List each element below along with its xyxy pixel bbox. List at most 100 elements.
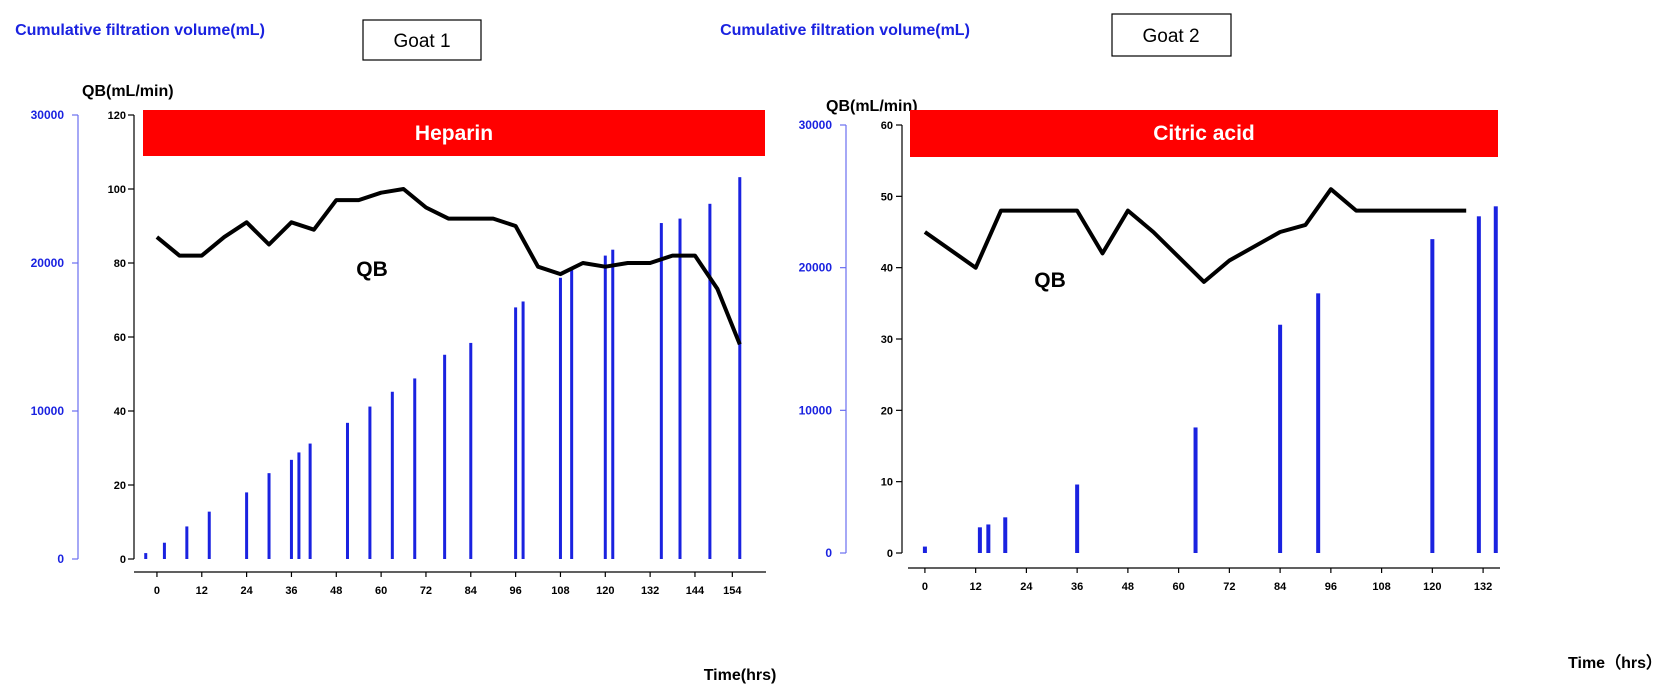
qb-line — [155, 187, 742, 346]
goat-2-title-box: Goat 2 — [1111, 13, 1232, 57]
right-axis-tick-label: 60 — [881, 120, 893, 132]
x-axis-tick-label: 72 — [420, 585, 432, 597]
filtration-bar — [521, 301, 525, 559]
right-axis-tick-label: 80 — [114, 258, 126, 270]
chart-title: Goat 2 — [1142, 26, 1199, 47]
filtration-bar — [570, 268, 574, 559]
filtration-bar — [977, 527, 982, 553]
left-axis-tick-label: 30000 — [31, 108, 65, 122]
filtration-bar — [390, 391, 394, 559]
filtration-bar — [1476, 216, 1481, 553]
right-axis-tick-label: 40 — [114, 406, 126, 418]
right-axis-tick-label: 60 — [114, 332, 126, 344]
left-axis-tick-label: 20000 — [31, 256, 65, 270]
x-axis-tick-label: 0 — [154, 585, 160, 597]
banner-label: Heparin — [415, 122, 493, 145]
x-axis-tick-label: 24 — [1020, 581, 1033, 593]
x-axis-tick-label: 120 — [1423, 581, 1441, 593]
filtration-bars — [922, 206, 1498, 553]
x-axis-tick-label: 120 — [596, 585, 614, 597]
x-axis-tick-label: 84 — [1274, 581, 1287, 593]
banner-label: Citric acid — [1153, 122, 1255, 145]
x-axis-tick-label: 108 — [551, 585, 569, 597]
right-axis-tick-label: 10 — [881, 477, 893, 489]
x-axis-title: Time(hrs) — [704, 667, 777, 684]
filtration-bar — [185, 526, 189, 559]
chart-title: Goat 1 — [393, 31, 450, 52]
filtration-bar — [1193, 427, 1198, 553]
right-axis-ticks: 0 20 40 60 80 100 120 — [108, 110, 134, 566]
x-axis-tick-label: 72 — [1223, 581, 1235, 593]
left-axis-tick-label: 10000 — [799, 403, 833, 417]
filtration-bar — [267, 473, 271, 559]
x-axis-tick-label: 36 — [285, 585, 297, 597]
x-axis-tick-label: 96 — [1325, 581, 1337, 593]
x-axis-title: Time（hrs） — [1568, 654, 1662, 672]
right-axis-tick-label: 50 — [881, 191, 893, 203]
right-axis-tick-label: 30 — [881, 334, 893, 346]
right-axis-title: QB(mL/min) — [826, 98, 918, 115]
treatment-banner: Citric acid — [910, 110, 1498, 157]
filtration-bar — [368, 406, 372, 559]
left-axis-tick-label: 0 — [825, 546, 832, 560]
x-axis-tick-label: 60 — [1173, 581, 1185, 593]
filtration-bar — [1430, 239, 1435, 553]
x-axis-tick-label: 48 — [1122, 581, 1134, 593]
x-axis-tick-label: 48 — [330, 585, 342, 597]
qb-series-label: QB — [1034, 269, 1066, 292]
filtration-bar — [1003, 517, 1008, 553]
filtration-bar — [443, 354, 447, 559]
x-axis-tick-label: 132 — [641, 585, 659, 597]
x-axis-tick-label: 132 — [1474, 581, 1492, 593]
filtration-bar — [1493, 206, 1498, 553]
x-axis-tick-label: 24 — [240, 585, 253, 597]
filtration-bar — [1075, 484, 1080, 553]
filtration-bar — [1316, 293, 1321, 553]
right-axis-tick-label: 20 — [881, 405, 893, 417]
right-axis-tick-label: 0 — [120, 554, 126, 566]
x-axis-tick-label: 108 — [1372, 581, 1390, 593]
filtration-bar — [514, 307, 518, 559]
filtration-bar — [162, 542, 166, 559]
right-axis-tick-label: 100 — [108, 184, 126, 196]
filtration-bar — [611, 249, 615, 559]
qb-line — [923, 187, 1467, 284]
x-axis-tick-label: 96 — [509, 585, 521, 597]
filtration-bar — [659, 223, 663, 560]
right-axis-tick-label: 0 — [887, 548, 893, 560]
x-axis-ticks: 0 12 24 36 48 60 72 84 96 108 120 132 — [922, 568, 1492, 593]
x-axis-tick-label: 12 — [970, 581, 982, 593]
filtration-bar — [986, 524, 991, 553]
filtration-bars — [144, 177, 742, 560]
filtration-bar — [297, 452, 301, 559]
chart-goat-2: Cumulative filtration volume(mL) Goat 2 … — [720, 13, 1662, 672]
x-axis-tick-label: 0 — [922, 581, 928, 593]
right-axis-ticks: 0 10 20 30 40 50 60 — [881, 120, 902, 560]
filtration-bar — [413, 378, 417, 559]
filtration-bar — [207, 511, 211, 559]
x-axis-tick-label: 36 — [1071, 581, 1083, 593]
left-axis-tick-label: 30000 — [799, 118, 833, 132]
right-axis-tick-label: 20 — [114, 480, 126, 492]
filtration-bar — [289, 459, 293, 559]
x-axis-tick-label: 154 — [723, 585, 742, 597]
treatment-banner: Heparin — [143, 110, 765, 156]
x-axis-ticks: 0 12 24 36 48 60 72 84 96 108 120 132 144 154 — [154, 572, 742, 597]
filtration-bar — [245, 492, 249, 559]
right-axis-tick-label: 120 — [108, 110, 126, 122]
x-axis-tick-label: 84 — [465, 585, 478, 597]
left-axis-ticks: 0 10000 20000 30000 — [799, 118, 846, 560]
filtration-bar — [558, 277, 562, 559]
x-axis-tick-label: 144 — [686, 585, 705, 597]
left-axis-title-line-1: Cumulative filtration volume(mL) — [15, 22, 265, 39]
left-axis-ticks: 0 10000 20000 30000 — [31, 108, 78, 566]
left-axis-tick-label: 20000 — [799, 261, 833, 275]
filtration-bar — [345, 422, 349, 559]
right-axis-tick-label: 40 — [881, 263, 893, 275]
x-axis-tick-label: 12 — [196, 585, 208, 597]
filtration-bar — [738, 177, 742, 559]
right-axis-title: QB(mL/min) — [82, 83, 174, 100]
left-axis-title-line-1: Cumulative filtration volume(mL) — [720, 22, 970, 39]
left-axis-tick-label: 10000 — [31, 404, 65, 418]
